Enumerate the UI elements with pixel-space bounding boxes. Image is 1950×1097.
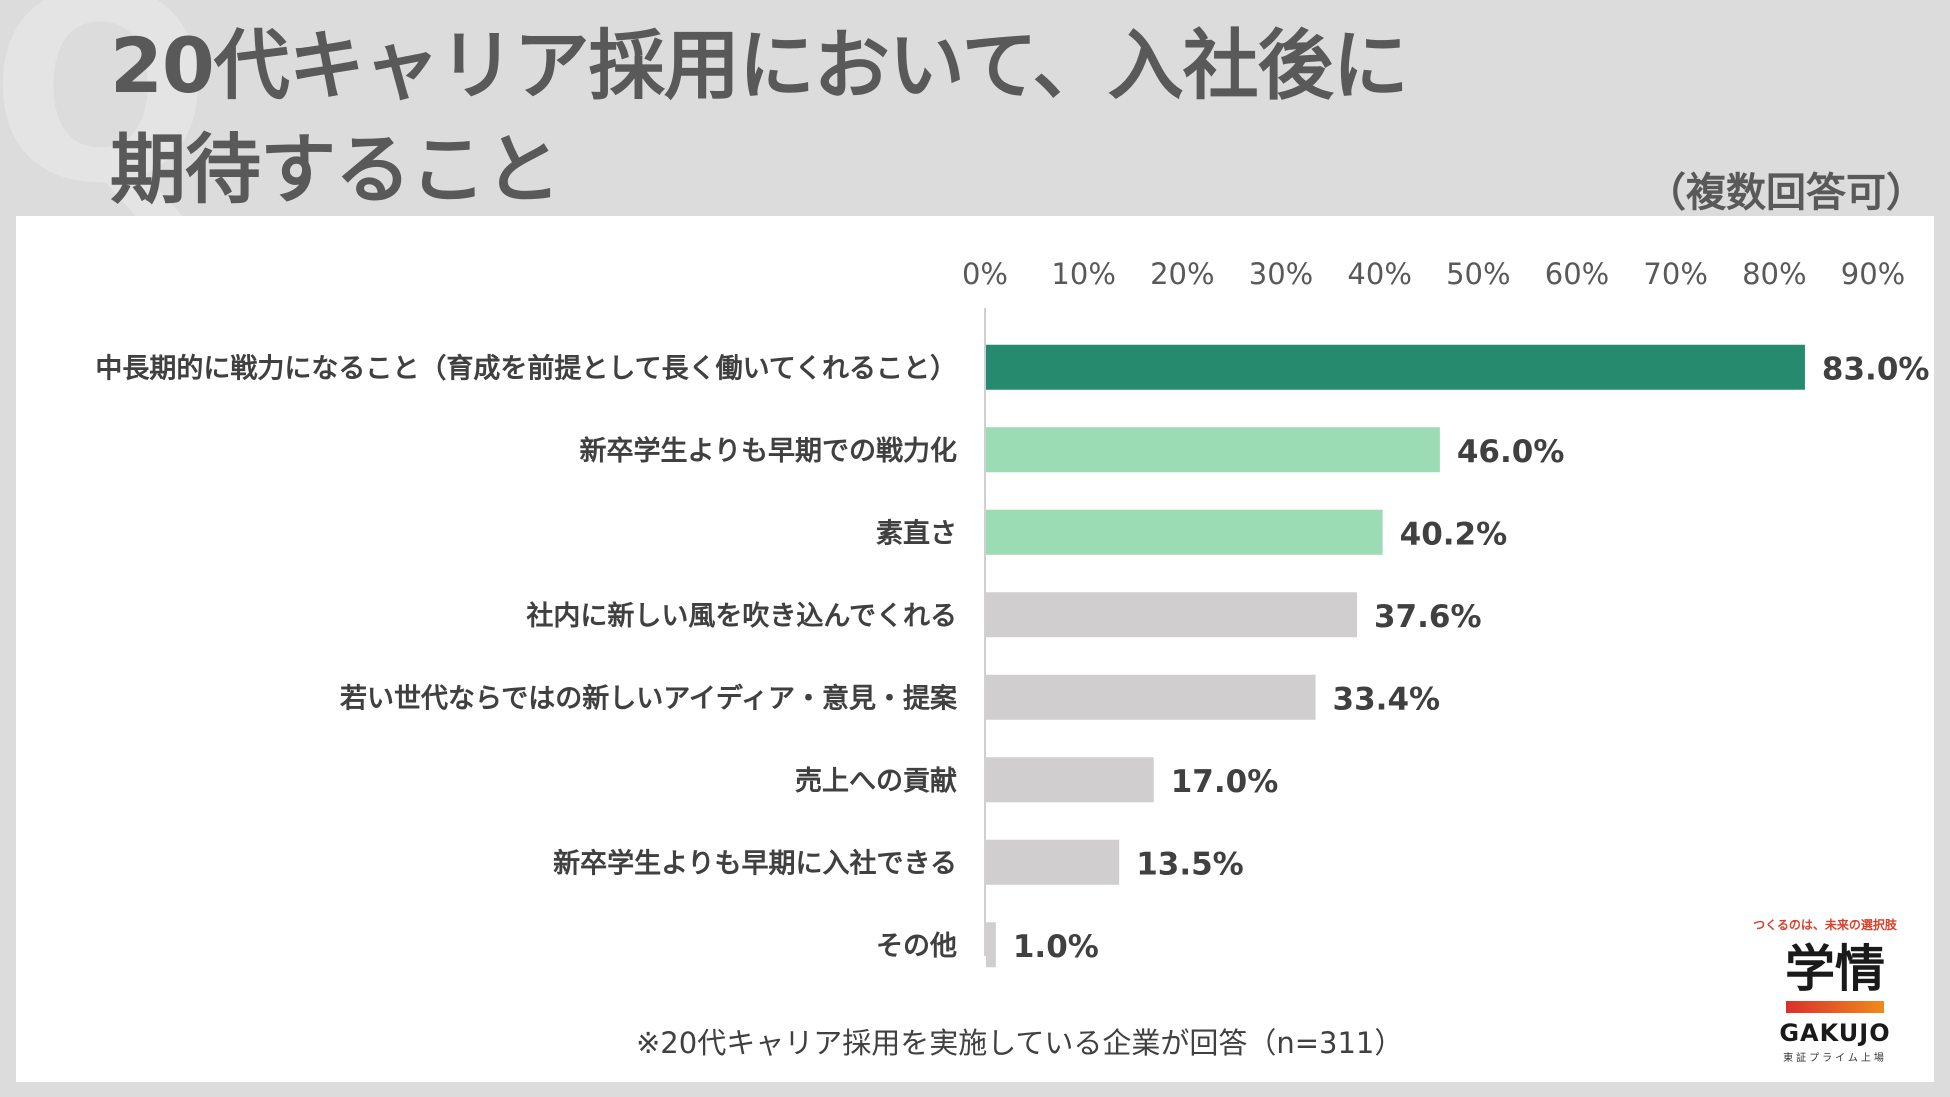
bar	[986, 839, 1120, 885]
bar	[986, 427, 1440, 473]
data-label: 83.0%	[1822, 351, 1930, 387]
title-line-1: 20代キャリア採用において、入社後に	[110, 21, 1409, 110]
data-label: 17.0%	[1171, 764, 1279, 800]
data-label: 1.0%	[1013, 929, 1099, 965]
x-tick-label: 30%	[1249, 257, 1313, 291]
category-label: 中長期的に戦力になること（育成を前提として長く働いてくれること）	[95, 352, 957, 384]
logo-tagline: つくるのは、未来の選択肢	[1753, 918, 1897, 932]
category-label: 新卒学生よりも早期での戦力化	[580, 435, 957, 467]
chart-panel: 0% 10% 20% 30% 40% 50% 60% 70% 80% 90% 中長期的に戦力になるこ…	[16, 216, 1934, 1082]
x-tick-label: 50%	[1446, 257, 1510, 291]
data-label: 33.4%	[1333, 681, 1441, 717]
gakujo-logo: つくるのは、未来の選択肢 学情 GAKUJO 東証プライム上場	[1753, 916, 1910, 1064]
data-label: 40.2%	[1400, 516, 1508, 552]
bar	[986, 509, 1383, 555]
x-tick-label: 20%	[1150, 257, 1214, 291]
bar	[986, 757, 1154, 803]
title-line-2: 期待すること	[110, 125, 561, 214]
x-tick-label: 40%	[1347, 257, 1411, 291]
page-title: 20代キャリア採用において、入社後に 期待すること	[110, 14, 1409, 222]
x-tick-label: 60%	[1545, 257, 1609, 291]
bar	[986, 592, 1357, 638]
footnote: ※20代キャリア採用を実施している企業が回答（n=311）	[636, 1026, 1404, 1060]
data-label: 13.5%	[1136, 846, 1244, 882]
category-label: 若い世代ならではの新しいアイディア・意見・提案	[340, 682, 958, 714]
category-label: 社内に新しい風を吹き込んでくれる	[526, 600, 957, 632]
logo-sub: 東証プライム上場	[1783, 1053, 1887, 1064]
bar	[986, 922, 996, 968]
logo-name-en: GAKUJO	[1779, 1019, 1891, 1047]
data-label: 37.6%	[1374, 599, 1482, 635]
multiple-answer-note: （複数回答可）	[1646, 170, 1926, 216]
logo-bar	[1786, 1001, 1884, 1013]
bar	[986, 674, 1316, 720]
x-tick-label: 10%	[1051, 257, 1115, 291]
q-decoration: Q	[0, 0, 212, 241]
category-label: その他	[876, 931, 957, 962]
bar-chart: 0% 10% 20% 30% 40% 50% 60% 70% 80% 90% 中長期的に戦力になるこ…	[95, 257, 1930, 968]
x-tick-label: 80%	[1742, 257, 1806, 291]
category-label: 新卒学生よりも早期に入社できる	[553, 847, 957, 879]
x-tick-label: 0%	[962, 257, 1008, 291]
logo-name-ja: 学情	[1785, 940, 1885, 998]
data-label: 46.0%	[1457, 434, 1565, 470]
category-label: 素直さ	[876, 518, 957, 549]
bar	[986, 344, 1805, 390]
x-tick-label: 90%	[1841, 257, 1905, 291]
x-tick-label: 70%	[1643, 257, 1707, 291]
category-label: 売上への貢献	[795, 766, 957, 797]
